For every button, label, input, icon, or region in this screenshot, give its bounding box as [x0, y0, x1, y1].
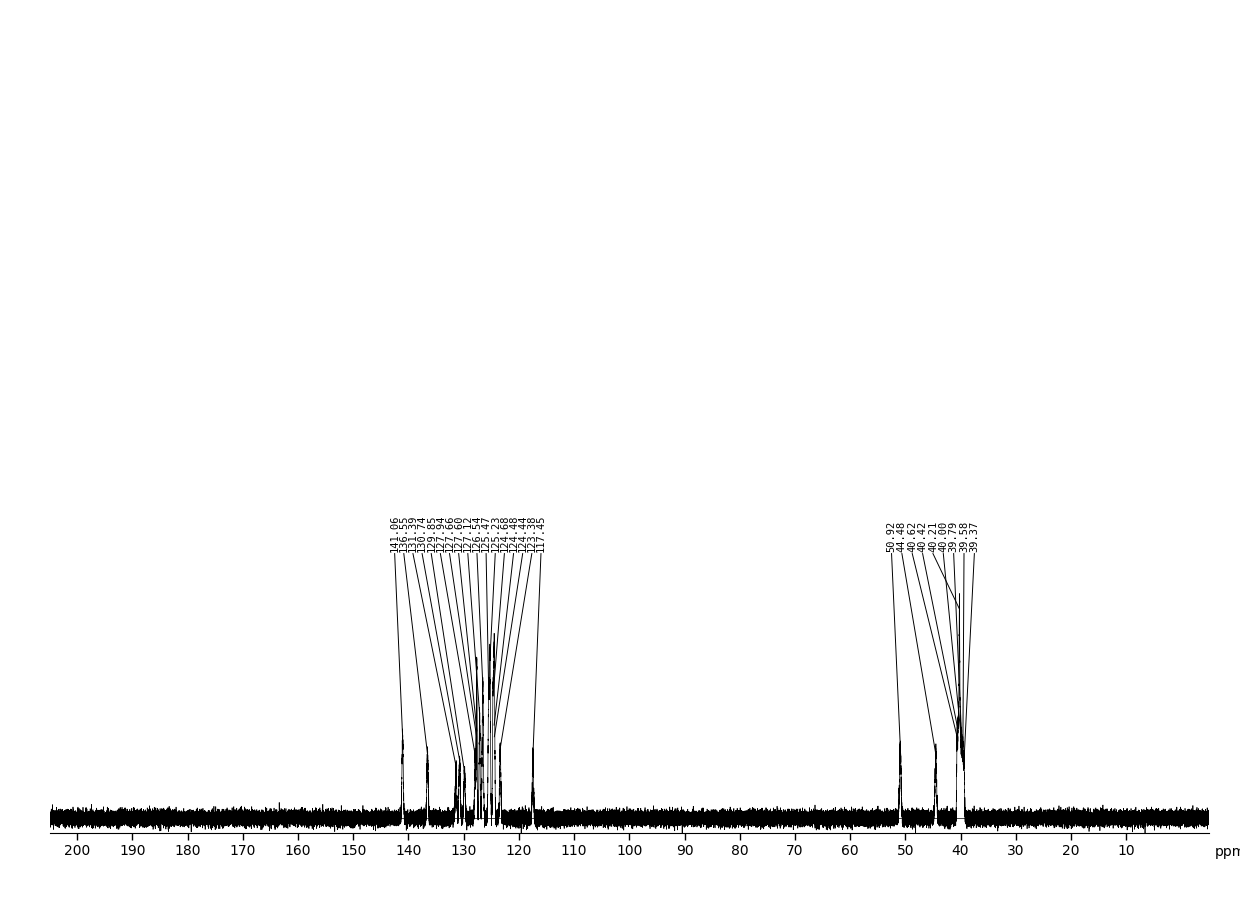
Text: 127.66: 127.66 — [444, 514, 455, 552]
Text: 127.60: 127.60 — [454, 514, 464, 552]
Text: 40.21: 40.21 — [928, 521, 937, 552]
Text: 124.48: 124.48 — [508, 514, 518, 552]
Text: 125.23: 125.23 — [490, 514, 500, 552]
Text: 131.39: 131.39 — [408, 514, 418, 552]
Text: 124.44: 124.44 — [517, 514, 528, 552]
Text: 124.68: 124.68 — [500, 514, 510, 552]
Text: 127.94: 127.94 — [435, 514, 445, 552]
Text: 50.92: 50.92 — [887, 521, 897, 552]
Text: 40.42: 40.42 — [918, 521, 928, 552]
Text: 130.74: 130.74 — [417, 514, 427, 552]
Text: 125.47: 125.47 — [481, 514, 491, 552]
Text: 127.12: 127.12 — [463, 514, 472, 552]
Text: 44.48: 44.48 — [897, 521, 906, 552]
Text: 39.79: 39.79 — [949, 521, 959, 552]
Text: 40.00: 40.00 — [939, 521, 949, 552]
Text: 126.54: 126.54 — [472, 514, 482, 552]
Text: 40.62: 40.62 — [908, 521, 918, 552]
Text: 123.38: 123.38 — [527, 514, 537, 552]
Text: ppm: ppm — [1215, 845, 1240, 859]
Text: 136.55: 136.55 — [399, 514, 409, 552]
Text: 141.06: 141.06 — [389, 514, 399, 552]
Text: 39.37: 39.37 — [970, 521, 980, 552]
Text: 39.58: 39.58 — [959, 521, 968, 552]
Text: 117.45: 117.45 — [536, 514, 546, 552]
Text: 129.85: 129.85 — [427, 514, 436, 552]
